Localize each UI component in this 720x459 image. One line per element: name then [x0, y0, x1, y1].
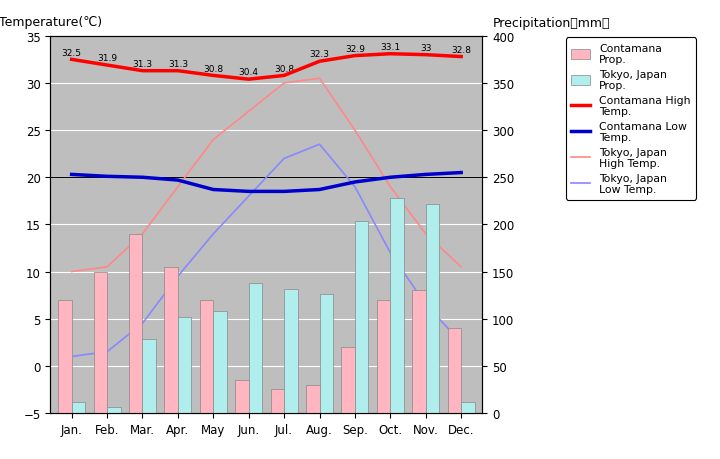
Text: 30.4: 30.4 — [239, 68, 258, 77]
Bar — [94, 272, 107, 413]
Text: 31.3: 31.3 — [132, 60, 153, 69]
Text: 33.1: 33.1 — [380, 43, 400, 52]
Text: 31.3: 31.3 — [168, 60, 188, 69]
Text: 30.8: 30.8 — [274, 64, 294, 73]
Bar — [306, 385, 320, 413]
Bar — [413, 291, 426, 413]
Bar — [178, 317, 192, 413]
Bar — [377, 300, 390, 413]
Bar — [213, 312, 227, 413]
Bar — [72, 402, 85, 413]
Bar — [235, 380, 248, 413]
Bar — [461, 402, 474, 413]
Bar — [107, 408, 120, 413]
Text: 32.9: 32.9 — [345, 45, 365, 54]
Bar — [448, 328, 461, 413]
Text: 31.9: 31.9 — [97, 54, 117, 63]
Bar — [426, 204, 439, 413]
Text: 30.8: 30.8 — [203, 64, 223, 73]
Bar — [143, 340, 156, 413]
Legend: Contamana
Prop., Tokyo, Japan
Prop., Contamana High
Temp., Contamana Low
Temp., : Contamana Prop., Tokyo, Japan Prop., Con… — [566, 39, 696, 200]
Text: 33: 33 — [420, 44, 431, 53]
Bar — [355, 221, 369, 413]
Text: 32.8: 32.8 — [451, 45, 471, 55]
Text: 32.3: 32.3 — [310, 50, 330, 59]
Bar — [248, 283, 262, 413]
Bar — [320, 295, 333, 413]
Text: Temperature(℃): Temperature(℃) — [0, 16, 102, 29]
Bar — [129, 234, 143, 413]
Bar — [58, 300, 72, 413]
Text: 32.5: 32.5 — [62, 49, 81, 57]
Bar — [200, 300, 213, 413]
Bar — [164, 267, 178, 413]
Bar — [341, 347, 355, 413]
Text: Precipitation（mm）: Precipitation（mm） — [493, 17, 611, 30]
Bar — [271, 390, 284, 413]
Bar — [390, 199, 404, 413]
Bar — [284, 289, 297, 413]
